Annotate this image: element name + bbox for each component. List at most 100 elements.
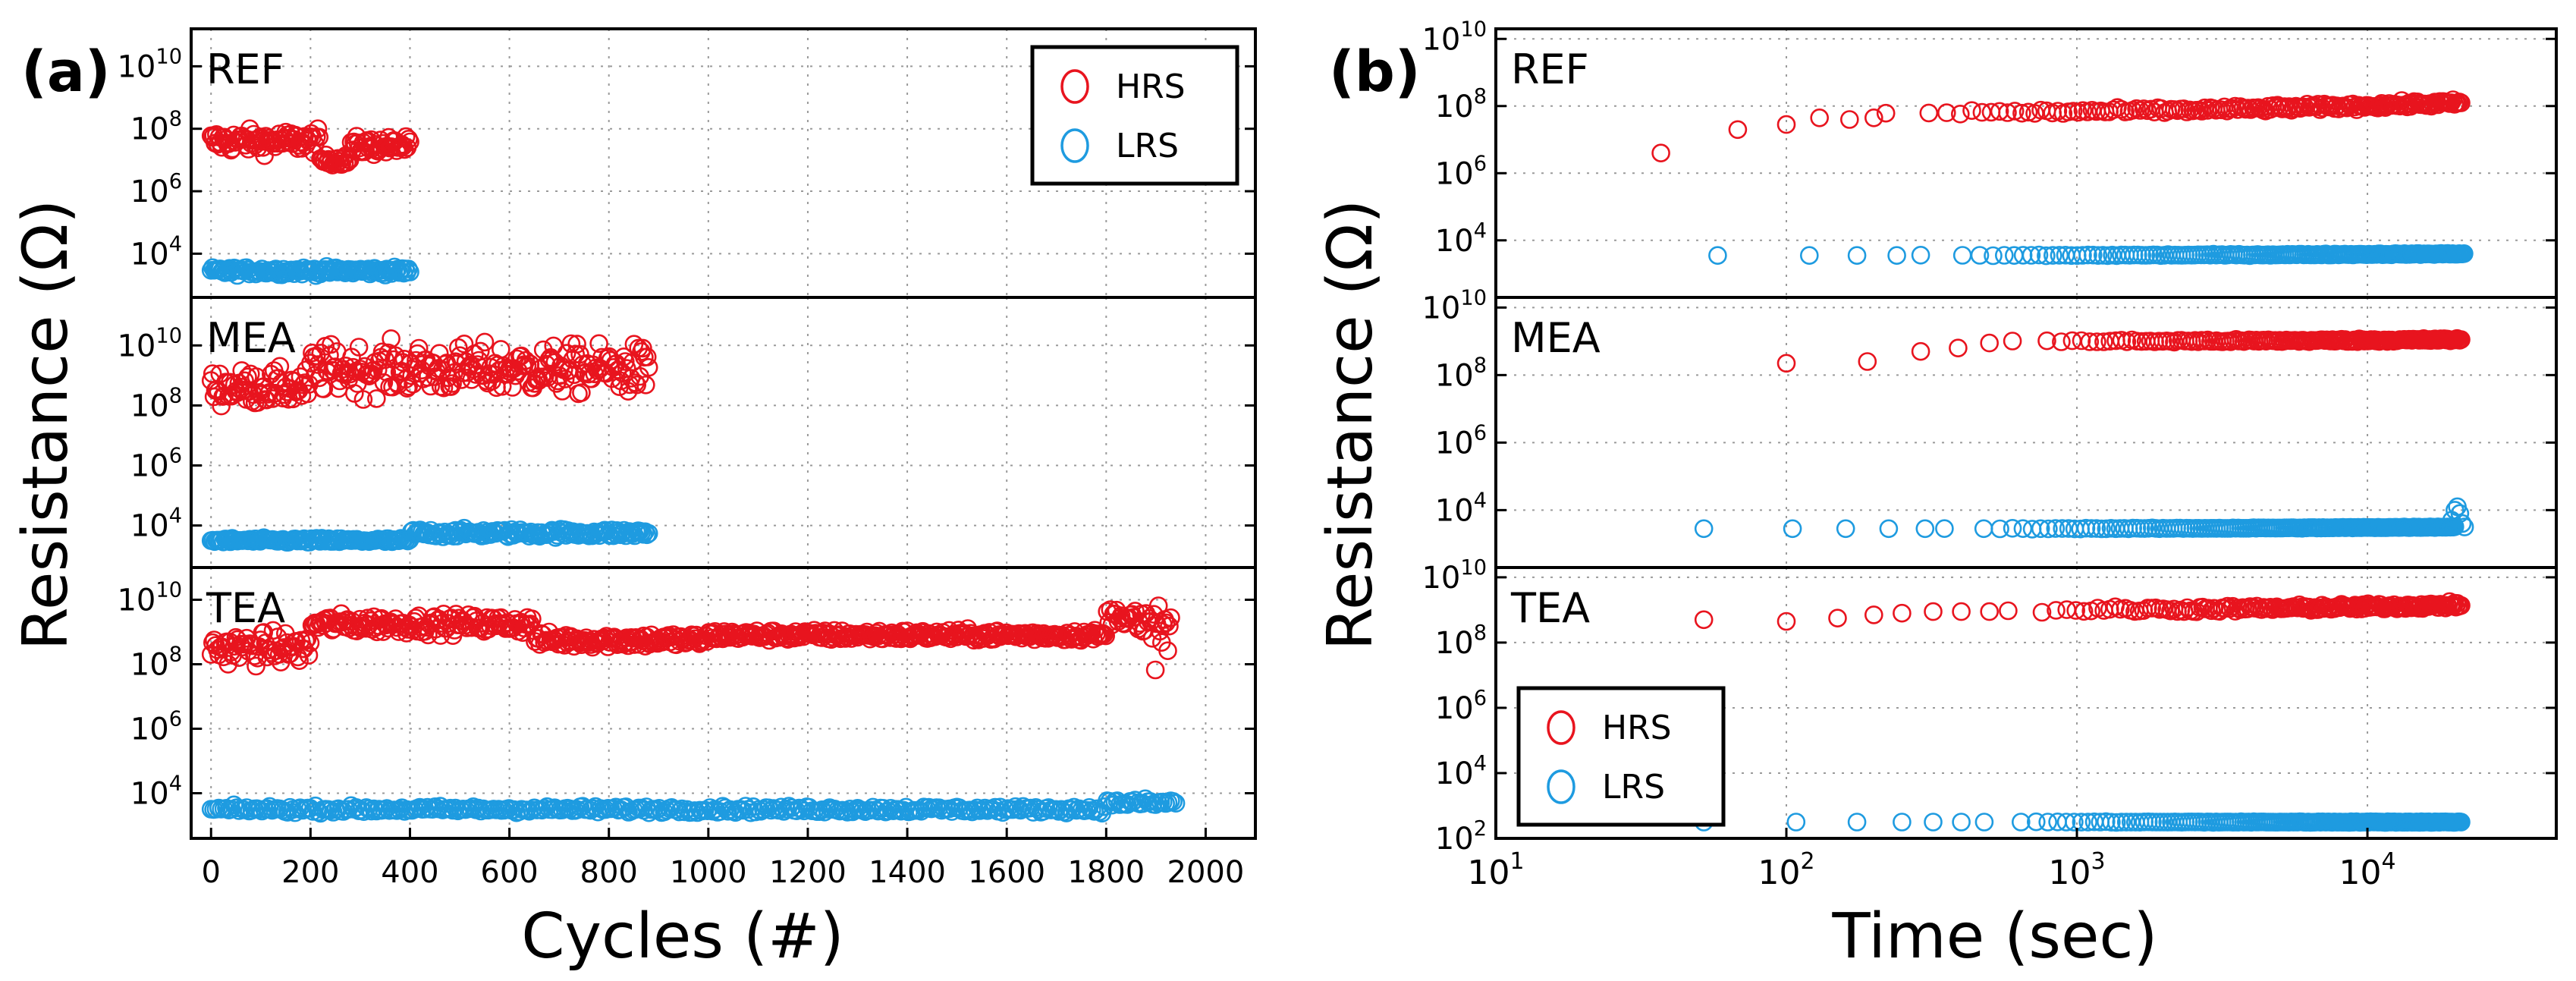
marker-hrs [426, 619, 445, 639]
marker-lrs [250, 800, 269, 819]
series-hrs [201, 119, 419, 175]
marker-hrs [2112, 99, 2131, 119]
marker-lrs [963, 802, 982, 822]
marker-lrs [1085, 802, 1104, 821]
marker-hrs [639, 357, 658, 377]
marker-lrs [377, 259, 397, 279]
marker-hrs [218, 655, 238, 674]
series-hrs [201, 329, 658, 416]
marker-lrs [1141, 792, 1160, 811]
marker-lrs [2050, 246, 2069, 265]
marker-lrs [2013, 519, 2033, 539]
legend-box [1516, 686, 1726, 827]
legend-label-lrs: LRS [1602, 768, 1665, 806]
marker-hrs [240, 634, 259, 653]
marker-lrs [2081, 519, 2101, 538]
marker-lrs [1051, 800, 1071, 819]
marker-hrs [637, 347, 657, 366]
marker-lrs [861, 800, 880, 820]
marker-hrs [382, 329, 401, 348]
marker-lrs [1079, 798, 1099, 817]
marker-lrs [2044, 246, 2062, 265]
marker-lrs [339, 800, 358, 819]
y-tick-label: 1010 [1422, 286, 1487, 325]
x-tick-label: 400 [381, 855, 438, 890]
subplot-label: TEA [1510, 584, 1590, 632]
marker-lrs [950, 798, 969, 818]
marker-lrs [718, 802, 737, 821]
y-tick-label: 1010 [1422, 17, 1487, 57]
marker-hrs [627, 375, 647, 395]
marker-lrs [2452, 813, 2471, 832]
marker-lrs [2037, 246, 2056, 266]
x-tick-label: 2000 [1167, 855, 1245, 890]
subplot-label: MEA [1511, 314, 1601, 362]
marker-lrs [818, 800, 837, 819]
marker-hrs [254, 623, 274, 642]
marker-lrs [846, 800, 865, 819]
marker-hrs [2037, 331, 2056, 351]
marker-hrs [2052, 332, 2071, 351]
marker-lrs [580, 800, 600, 820]
marker-lrs [1006, 797, 1025, 816]
marker-lrs [1915, 519, 1935, 539]
y-tick-label: 104 [1435, 752, 1487, 791]
marker-hrs [284, 371, 304, 391]
marker-lrs [670, 802, 690, 822]
subplot-mea: 104 106 108 1010 MEA [1422, 286, 2558, 569]
marker-lrs [1970, 246, 1990, 265]
marker-lrs [2053, 519, 2072, 538]
marker-hrs [2032, 602, 2052, 622]
marker-hrs [454, 334, 474, 354]
y-tick-label: 108 [1435, 85, 1487, 124]
marker-hrs [633, 338, 652, 358]
marker-hrs [529, 371, 548, 391]
marker-lrs [794, 801, 814, 821]
marker-hrs [636, 375, 655, 395]
y-tick-label: 108 [130, 384, 182, 423]
marker-lrs [568, 800, 587, 819]
marker-hrs [1980, 333, 1999, 353]
x-tick-label: 200 [281, 855, 339, 890]
marker-hrs [567, 335, 586, 354]
marker-lrs [1847, 813, 1867, 832]
x-tick-label: 101 [1467, 848, 1524, 892]
marker-hrs [572, 383, 591, 402]
x-tick-label: 800 [580, 855, 638, 890]
marker-lrs [2455, 517, 2474, 536]
y-tick-label: 106 [1435, 152, 1487, 191]
marker-hrs [1858, 352, 1877, 371]
marker-hrs [1990, 102, 2009, 121]
marker-hrs [2066, 601, 2085, 620]
series-hrs [1651, 90, 2471, 162]
marker-lrs [2022, 246, 2041, 265]
marker-lrs [726, 803, 745, 822]
marker-hrs [2074, 602, 2094, 621]
marker-lrs [683, 803, 702, 822]
x-tick-label: 600 [480, 855, 538, 890]
marker-hrs [308, 119, 328, 138]
marker-lrs [1847, 246, 1867, 266]
subplot-frame [1494, 566, 2558, 840]
y-tick-label: 108 [130, 108, 182, 147]
subplot-tea: 102 104 106 108 1010 TEA HRS LRS [1422, 556, 2558, 857]
marker-lrs [637, 525, 657, 545]
marker-lrs [843, 802, 862, 822]
marker-hrs [1081, 624, 1100, 644]
marker-hrs [2452, 93, 2471, 112]
marker-lrs [2046, 519, 2066, 538]
marker-lrs [2073, 246, 2092, 265]
marker-lrs [359, 799, 379, 819]
marker-hrs [2018, 102, 2038, 122]
marker-hrs [1999, 601, 2018, 621]
marker-hrs [555, 369, 575, 388]
marker-hrs [1919, 103, 1939, 123]
y-tick-label: 106 [1435, 687, 1487, 726]
series-lrs [201, 789, 1186, 823]
marker-hrs [589, 334, 608, 354]
marker-hrs [290, 651, 309, 671]
marker-hrs [2094, 332, 2113, 351]
legend: HRS LRS [1030, 45, 1239, 186]
legend-box [1030, 45, 1239, 186]
